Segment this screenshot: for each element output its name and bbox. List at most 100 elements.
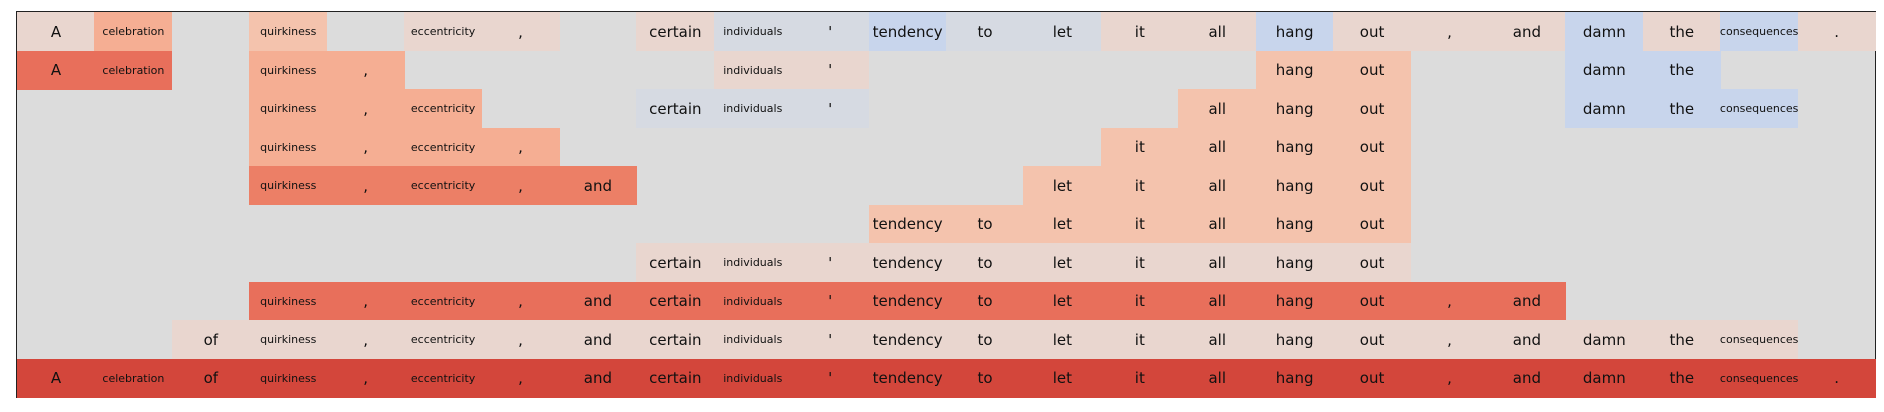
token-cell: it [1100, 127, 1179, 167]
token-cell: out [1333, 281, 1412, 321]
token-cell: eccentricity [404, 127, 483, 167]
token-cell: it [1100, 281, 1179, 321]
token-cell: individuals [713, 243, 792, 283]
token-cell: damn [1565, 12, 1644, 52]
token-cell: let [1023, 281, 1102, 321]
token-cell: tendency [868, 204, 947, 244]
token-cell: to [946, 320, 1025, 360]
token-cell: celebration [94, 50, 173, 90]
token-cell: , [1410, 358, 1489, 398]
token-cell: individuals [713, 320, 792, 360]
token-cell: and [558, 358, 637, 398]
token-cell: damn [1565, 50, 1644, 90]
token-cell: and [558, 320, 637, 360]
token-cell: of [171, 320, 250, 360]
token-cell: eccentricity [404, 12, 483, 52]
token-cell: tendency [868, 12, 947, 52]
token-cell: , [1410, 320, 1489, 360]
token-cell: all [1178, 243, 1257, 283]
token-cell: , [326, 320, 405, 360]
token-cell: damn [1565, 358, 1644, 398]
token-cell: , [1410, 12, 1489, 52]
token-cell: let [1023, 320, 1102, 360]
token-cell: hang [1255, 243, 1334, 283]
token-cell: to [946, 358, 1025, 398]
token-cell: out [1333, 320, 1412, 360]
token-cell: ' [791, 12, 870, 52]
token-cell: tendency [868, 243, 947, 283]
token-cell: tendency [868, 281, 947, 321]
token-cell: out [1333, 127, 1412, 167]
token-cell: A [17, 358, 96, 398]
token-cell: all [1178, 320, 1257, 360]
token-cell: and [1487, 281, 1566, 321]
token-cell: the [1642, 89, 1721, 129]
token-cell: . [1797, 12, 1876, 52]
token-cell: all [1178, 12, 1257, 52]
token-cell: quirkiness [249, 89, 328, 129]
token-cell: quirkiness [249, 50, 328, 90]
token-cell: ' [791, 89, 870, 129]
token-cell: and [1487, 12, 1566, 52]
token-cell: , [326, 358, 405, 398]
token-cell: out [1333, 166, 1412, 206]
token-cell: individuals [713, 12, 792, 52]
token-cell: , [326, 127, 405, 167]
token-cell: , [481, 320, 560, 360]
token-cell: all [1178, 358, 1257, 398]
token-cell: , [481, 127, 560, 167]
token-cell: all [1178, 281, 1257, 321]
token-cell: individuals [713, 50, 792, 90]
token-cell: all [1178, 204, 1257, 244]
token-cell: it [1100, 243, 1179, 283]
token-cell: out [1333, 243, 1412, 283]
token-cell: , [1410, 281, 1489, 321]
token-cell: out [1333, 50, 1412, 90]
token-cell: out [1333, 89, 1412, 129]
token-cell: quirkiness [249, 320, 328, 360]
token-cell: to [946, 12, 1025, 52]
token-cell: ' [791, 320, 870, 360]
token-cell: out [1333, 358, 1412, 398]
token-cell: let [1023, 358, 1102, 398]
token-cell: it [1100, 166, 1179, 206]
token-cell: individuals [713, 89, 792, 129]
token-cell: let [1023, 166, 1102, 206]
token-cell: it [1100, 12, 1179, 52]
token-cell: certain [636, 243, 715, 283]
token-cell: certain [636, 89, 715, 129]
token-cell: A [17, 12, 96, 52]
token-cell: quirkiness [249, 166, 328, 206]
token-cell: let [1023, 204, 1102, 244]
token-cell: to [946, 204, 1025, 244]
token-cell: certain [636, 12, 715, 52]
token-cell: and [1487, 358, 1566, 398]
token-cell: the [1642, 358, 1721, 398]
token-cell: eccentricity [404, 320, 483, 360]
token-cell: eccentricity [404, 281, 483, 321]
token-cell: hang [1255, 281, 1334, 321]
token-cell: the [1642, 12, 1721, 52]
token-cell: ' [791, 358, 870, 398]
token-cell: , [481, 281, 560, 321]
token-cell: , [326, 89, 405, 129]
token-cell: eccentricity [404, 166, 483, 206]
token-cell: hang [1255, 127, 1334, 167]
token-cell: celebration [94, 12, 173, 52]
token-cell: to [946, 243, 1025, 283]
token-cell: quirkiness [249, 358, 328, 398]
token-cell: hang [1255, 320, 1334, 360]
token-cell: out [1333, 12, 1412, 52]
token-cell: tendency [868, 358, 947, 398]
token-cell: certain [636, 281, 715, 321]
token-cell: all [1178, 127, 1257, 167]
token-cell: it [1100, 320, 1179, 360]
token-cell: damn [1565, 320, 1644, 360]
token-cell: , [326, 166, 405, 206]
token-cell: ' [791, 50, 870, 90]
token-cell: hang [1255, 204, 1334, 244]
token-cell: all [1178, 89, 1257, 129]
token-cell: it [1100, 204, 1179, 244]
token-cell: let [1023, 12, 1102, 52]
